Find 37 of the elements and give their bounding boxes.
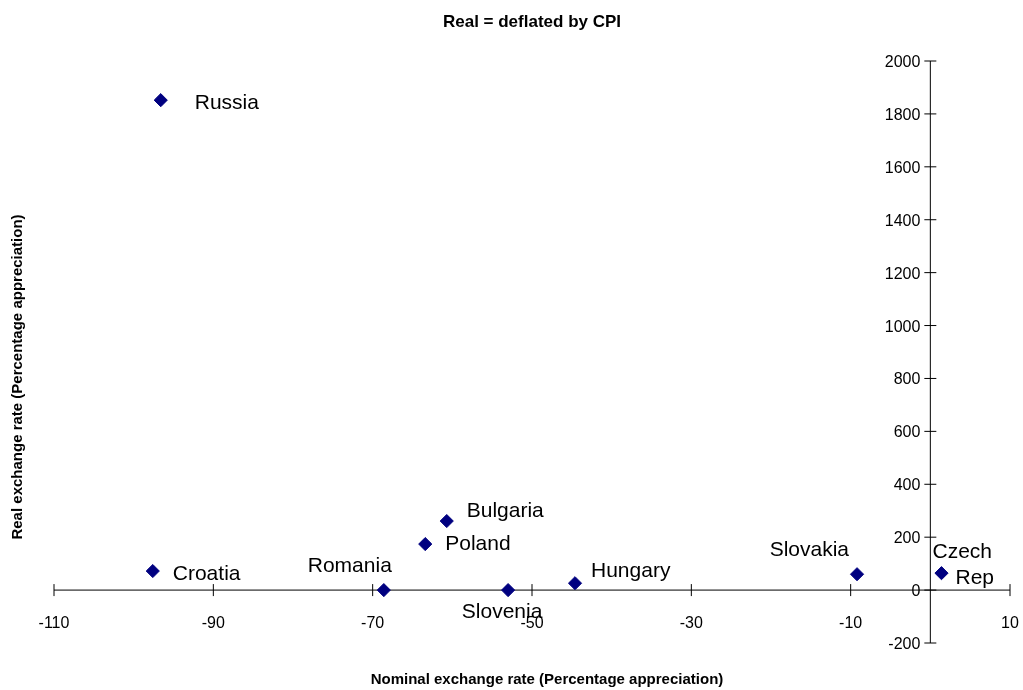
x-tick-label: 10 <box>1001 614 1019 632</box>
x-tick-label: -70 <box>361 614 385 632</box>
chart-title: Real = deflated by CPI <box>442 12 622 31</box>
y-tick-label: 200 <box>893 529 921 547</box>
point <box>501 583 516 598</box>
x-tick-label: -110 <box>38 614 70 632</box>
annotation: Hungary <box>591 558 671 582</box>
point <box>567 576 583 591</box>
x-tick-label: -10 <box>839 614 863 632</box>
annotation: Poland <box>445 531 511 555</box>
y-tick-label: -200 <box>888 635 921 652</box>
y-tick-label: 400 <box>893 476 921 494</box>
y-tick-label: 800 <box>893 370 921 388</box>
point <box>376 583 391 598</box>
annotation: Romania <box>307 553 393 577</box>
point <box>849 567 865 582</box>
annotation: Bulgaria <box>466 498 545 522</box>
y-tick-label: 2000 <box>884 53 921 70</box>
annotation: Russia <box>194 90 260 114</box>
y-tick-label: 1200 <box>884 264 921 282</box>
y-tick-label: 1800 <box>884 105 921 123</box>
annotation: Slovakia <box>769 537 850 561</box>
y-tick-label: 1600 <box>884 158 921 176</box>
point <box>145 563 160 579</box>
y-axis-title: Real exchange rate (Percentage appreciation) <box>8 214 25 540</box>
point <box>418 536 433 552</box>
x-tick-label: -30 <box>679 614 703 632</box>
y-tick-label: 1000 <box>884 317 921 335</box>
point <box>934 566 949 581</box>
x-axis-title: Nominal exchange rate (Percentage appreciation) <box>370 670 724 687</box>
annotation: Croatia <box>172 561 241 585</box>
annotation: Czech Rep <box>932 539 995 589</box>
y-tick-label: 600 <box>893 423 921 441</box>
y-tick-label: 1400 <box>884 211 921 229</box>
point <box>439 513 454 529</box>
point <box>153 93 168 108</box>
x-tick-label: -90 <box>201 614 225 632</box>
